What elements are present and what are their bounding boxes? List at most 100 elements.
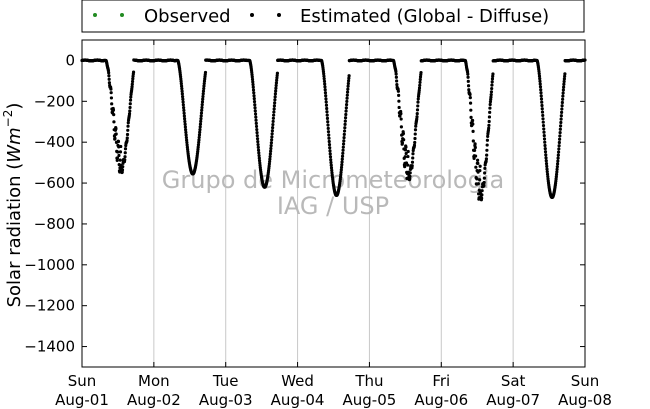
data-point xyxy=(555,162,560,166)
data-point xyxy=(275,78,279,82)
data-point xyxy=(539,94,543,98)
data-point xyxy=(201,97,205,101)
data-point xyxy=(478,168,482,173)
data-point xyxy=(123,155,127,159)
data-point xyxy=(467,88,471,92)
data-point xyxy=(413,128,418,132)
data-point xyxy=(324,103,329,107)
data-point xyxy=(490,77,495,81)
data-point xyxy=(256,148,261,152)
data-point xyxy=(274,86,278,90)
data-point xyxy=(543,150,548,154)
data-point xyxy=(482,176,486,180)
data-point xyxy=(325,113,329,117)
data-point xyxy=(111,108,116,112)
data-point xyxy=(128,102,132,106)
data-point xyxy=(255,127,259,132)
data-point xyxy=(126,128,130,132)
data-point xyxy=(323,85,327,89)
data-point xyxy=(403,165,407,169)
data-point xyxy=(268,159,272,164)
data-point xyxy=(406,163,410,167)
data-point xyxy=(412,143,417,147)
data-point xyxy=(415,108,420,112)
data-point xyxy=(394,69,398,74)
data-point xyxy=(556,156,560,160)
x-tick-label-day: Thu xyxy=(354,372,383,390)
data-point xyxy=(418,75,423,79)
data-point xyxy=(404,145,408,149)
data-point xyxy=(544,162,549,166)
data-point xyxy=(482,183,486,187)
data-point xyxy=(416,97,420,101)
data-point xyxy=(329,163,333,167)
data-point xyxy=(466,72,470,76)
data-point xyxy=(540,107,544,111)
data-point xyxy=(562,79,566,84)
data-point xyxy=(323,88,327,92)
data-point xyxy=(545,167,549,171)
data-point xyxy=(112,120,116,124)
data-point xyxy=(561,88,565,92)
data-point xyxy=(475,177,479,181)
legend-estimated-marker xyxy=(250,13,254,17)
data-point xyxy=(344,106,348,110)
data-point xyxy=(181,97,185,101)
data-point xyxy=(394,75,398,79)
data-point xyxy=(272,113,276,117)
data-point xyxy=(559,117,563,121)
data-point xyxy=(563,72,567,76)
data-point xyxy=(489,95,493,99)
data-point xyxy=(560,110,564,114)
data-point xyxy=(330,171,334,175)
data-point xyxy=(485,148,489,152)
data-point xyxy=(554,175,558,179)
data-point xyxy=(123,158,127,162)
data-point xyxy=(471,129,475,133)
data-point xyxy=(561,91,565,95)
data-point xyxy=(326,126,330,130)
x-tick-label-day: Sat xyxy=(501,372,526,390)
data-point xyxy=(182,108,186,112)
x-tick-label-day: Mon xyxy=(138,372,170,390)
data-point xyxy=(185,140,189,145)
data-point xyxy=(322,74,326,78)
x-tick-label-date: Aug-05 xyxy=(343,391,397,409)
data-point xyxy=(269,149,273,153)
data-point xyxy=(324,94,328,98)
data-point xyxy=(324,100,328,104)
y-tick-label: −600 xyxy=(34,174,75,192)
data-point xyxy=(486,134,490,138)
data-point xyxy=(200,100,205,104)
data-point xyxy=(268,152,272,156)
data-point xyxy=(545,172,550,176)
plot-frame xyxy=(81,39,586,368)
data-point xyxy=(545,164,549,169)
data-point xyxy=(202,84,206,88)
legend-estimated-marker xyxy=(277,13,281,17)
data-point xyxy=(473,142,477,146)
data-point xyxy=(107,81,112,85)
data-point xyxy=(325,110,329,114)
data-point xyxy=(404,151,408,156)
data-point xyxy=(489,93,493,97)
data-point xyxy=(183,122,187,126)
data-point xyxy=(341,151,345,155)
data-point xyxy=(539,91,543,95)
y-axis-label: Solar radiation (Wm−2) xyxy=(1,103,25,308)
data-point xyxy=(346,84,350,88)
data-point xyxy=(202,86,206,91)
data-point xyxy=(330,168,334,172)
data-point xyxy=(252,100,257,104)
data-point xyxy=(558,130,562,135)
data-point xyxy=(200,108,204,112)
data-point xyxy=(561,97,565,101)
data-point xyxy=(327,133,331,137)
data-point xyxy=(490,80,494,84)
x-tick-label-date: Aug-08 xyxy=(558,391,612,409)
data-point xyxy=(485,138,490,142)
data-point xyxy=(485,153,489,157)
data-point xyxy=(179,77,183,81)
data-point xyxy=(394,72,398,76)
